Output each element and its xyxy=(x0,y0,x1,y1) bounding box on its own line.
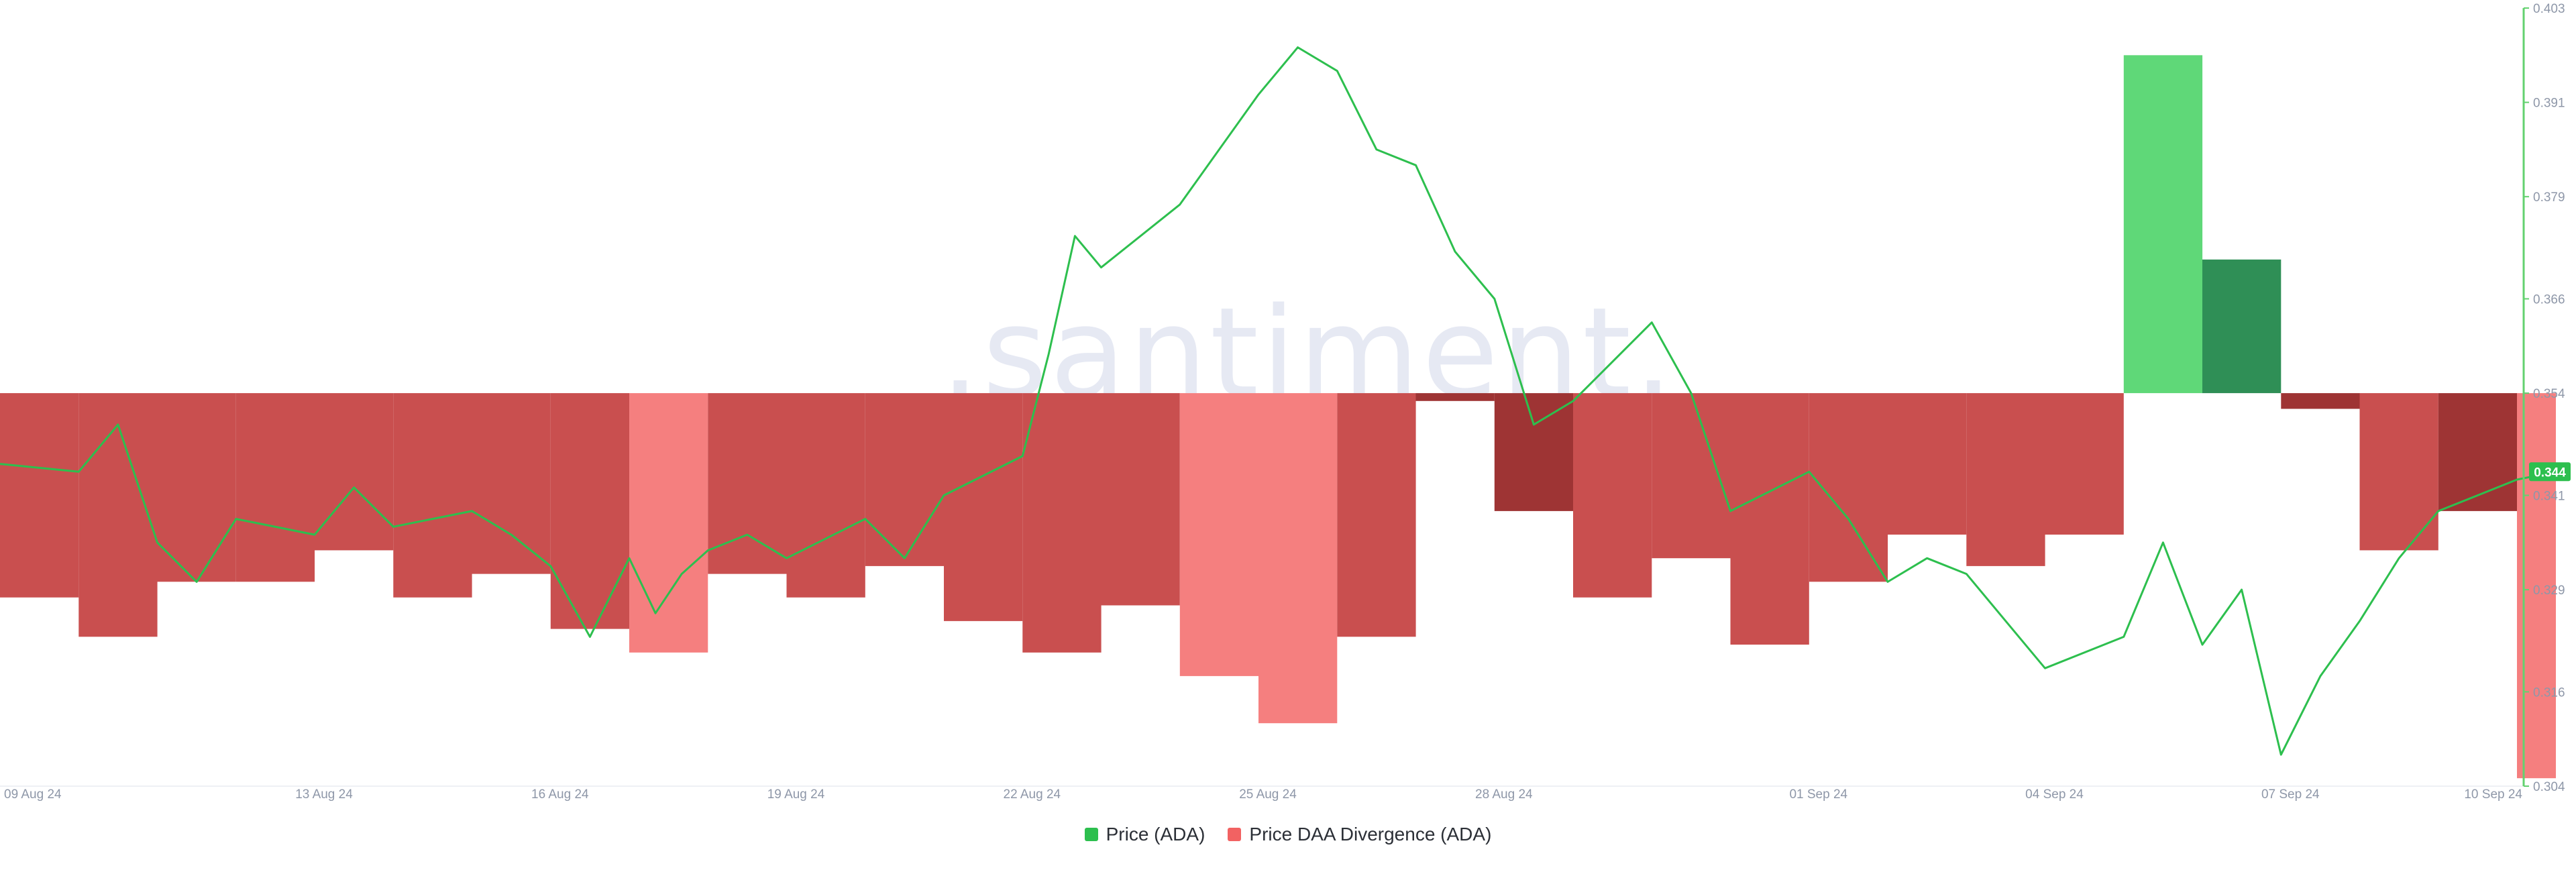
divergence-bar[interactable] xyxy=(2045,393,2124,535)
legend-swatch-divergence xyxy=(1228,828,1242,841)
current-price-badge xyxy=(2529,462,2571,482)
x-tick-label: 10 Sep 24 xyxy=(2464,787,2522,802)
x-tick-label: 09 Aug 24 xyxy=(4,787,62,802)
divergence-bar[interactable] xyxy=(2438,393,2518,511)
y-tick-label: 0.341 xyxy=(2533,490,2565,504)
divergence-bar[interactable] xyxy=(944,393,1023,621)
divergence-bar[interactable] xyxy=(865,393,945,566)
y-tick-label: 0.379 xyxy=(2533,190,2565,205)
x-tick-label: 25 Aug 24 xyxy=(1239,787,1297,802)
divergence-bar[interactable] xyxy=(786,393,865,598)
divergence-bar[interactable] xyxy=(1022,393,1102,653)
divergence-bar[interactable] xyxy=(1888,393,1967,535)
x-tick-label: 22 Aug 24 xyxy=(1004,787,1061,802)
divergence-bar[interactable] xyxy=(1337,393,1416,637)
divergence-bar[interactable] xyxy=(1494,393,1574,511)
divergence-bar[interactable] xyxy=(629,393,708,653)
legend-label-price: Price (ADA) xyxy=(1106,824,1205,844)
y-tick-label: 0.329 xyxy=(2533,584,2565,598)
divergence-bar[interactable] xyxy=(315,393,394,551)
x-tick-label: 07 Sep 24 xyxy=(2261,787,2320,802)
divergence-bar[interactable] xyxy=(1101,393,1180,606)
y-tick-label: 0.366 xyxy=(2533,293,2565,307)
divergence-bar[interactable] xyxy=(393,393,472,598)
legend-label-divergence: Price DAA Divergence (ADA) xyxy=(1249,824,1492,844)
divergence-bar[interactable] xyxy=(235,393,315,582)
y-tick-label: 0.403 xyxy=(2533,2,2565,16)
current-price-badge-group: 0.344 xyxy=(2529,462,2571,482)
x-tick-label: 19 Aug 24 xyxy=(767,787,825,802)
divergence-bar[interactable] xyxy=(0,393,79,598)
price-line xyxy=(0,46,2557,756)
x-axis: 09 Aug 24 13 Aug 24 16 Aug 24 19 Aug 24 22 A… xyxy=(0,785,2524,802)
y-tick-label: 0.354 xyxy=(2533,387,2565,401)
divergence-bars xyxy=(0,55,2556,779)
y-axis: 0.304 0.316 0.329 0.341 0.354 0.366 0.379 0.391… xyxy=(2522,2,2565,794)
divergence-bar[interactable] xyxy=(1966,393,2045,566)
divergence-bar[interactable] xyxy=(1179,393,1259,676)
x-tick-label: 28 Aug 24 xyxy=(1475,787,1533,802)
divergence-bar[interactable] xyxy=(708,393,787,574)
y-tick-label: 0.391 xyxy=(2533,97,2565,111)
divergence-bar[interactable] xyxy=(2202,259,2282,394)
legend: Price (ADA) Price DAA Divergence (ADA) xyxy=(0,824,2576,845)
price-daa-divergence-chart: .santiment. 09 Aug 24 13 Aug 24 16 Aug 24 1… xyxy=(0,2,2571,802)
current-price-badge-label: 0.344 xyxy=(2534,466,2566,480)
divergence-bar[interactable] xyxy=(1258,393,1338,724)
legend-swatch-price xyxy=(1084,828,1098,841)
legend-item-price[interactable]: Price (ADA) xyxy=(1084,824,1205,845)
x-tick-label: 01 Sep 24 xyxy=(1789,787,1847,802)
x-tick-label: 04 Sep 24 xyxy=(2025,787,2084,802)
divergence-bar[interactable] xyxy=(157,393,236,582)
divergence-bar[interactable] xyxy=(2359,393,2438,551)
x-tick-label: 13 Aug 24 xyxy=(295,787,353,802)
y-tick-label: 0.304 xyxy=(2533,780,2565,794)
divergence-bar[interactable] xyxy=(2281,393,2360,409)
divergence-bar[interactable] xyxy=(1652,393,1731,559)
divergence-bar[interactable] xyxy=(78,393,158,637)
divergence-bar[interactable] xyxy=(550,393,630,629)
divergence-bar[interactable] xyxy=(2123,55,2203,394)
x-tick-label: 16 Aug 24 xyxy=(531,787,589,802)
divergence-bar[interactable] xyxy=(472,393,551,574)
divergence-bar[interactable] xyxy=(1415,393,1495,401)
divergence-bar[interactable] xyxy=(1573,393,1652,598)
legend-item-divergence[interactable]: Price DAA Divergence (ADA) xyxy=(1228,824,1491,845)
divergence-bar[interactable] xyxy=(1730,393,1809,645)
y-tick-label: 0.316 xyxy=(2533,686,2565,700)
